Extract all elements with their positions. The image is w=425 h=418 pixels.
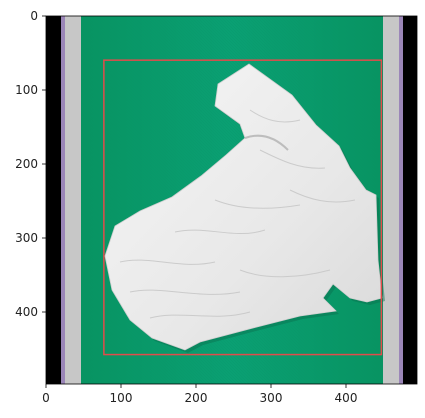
image-content	[46, 16, 417, 384]
y-tick-label: 200	[15, 157, 38, 171]
x-tick-label: 0	[42, 391, 50, 405]
x-tick-label: 100	[110, 391, 133, 405]
axes-frame	[45, 15, 418, 385]
x-tick-label: 300	[260, 391, 283, 405]
left-rail	[61, 16, 81, 384]
collar-shadow	[244, 134, 289, 151]
x-tick-label: 400	[335, 391, 358, 405]
right-rail-edge	[399, 16, 403, 384]
y-tick-label: 400	[15, 305, 38, 319]
right-rail	[383, 16, 403, 384]
x-axis: 0 100 200 300 400	[42, 384, 357, 405]
y-axis: 0 100 200 300 400	[15, 9, 46, 319]
y-tick-label: 100	[15, 83, 38, 97]
x-tick-label: 200	[185, 391, 208, 405]
right-black-edge	[403, 16, 417, 384]
left-rail-edge	[61, 16, 65, 384]
shirt-wrinkles	[119, 109, 356, 319]
y-tick-label: 300	[15, 231, 38, 245]
bounding-box	[103, 59, 383, 356]
y-tick-label: 0	[30, 9, 38, 23]
